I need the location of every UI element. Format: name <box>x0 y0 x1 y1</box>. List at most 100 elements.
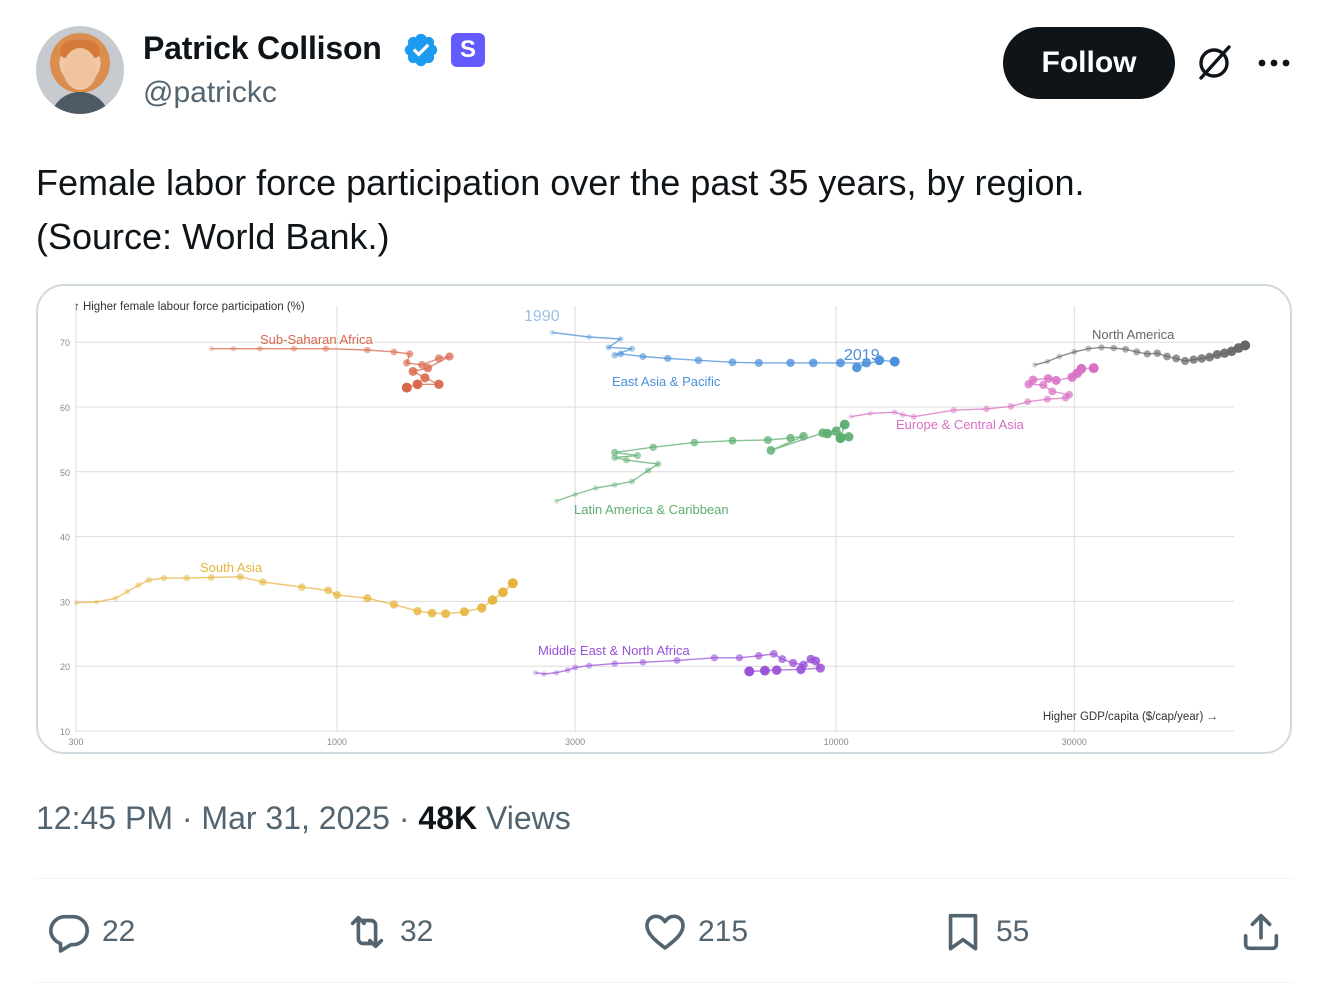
data-point-sub-saharan-africa <box>390 348 398 356</box>
data-point-sub-saharan-africa <box>256 345 263 352</box>
data-point-east-asia-pacific <box>639 352 647 361</box>
divider <box>36 982 1292 983</box>
data-point-south-asia <box>333 590 341 599</box>
chart: 10 20 30 40 50 60 70 300 1000 3000 10000 30000 Sub-… <box>60 301 1251 747</box>
repost-button[interactable]: 32 <box>344 906 433 958</box>
data-point-europe-central-asia <box>848 414 854 420</box>
verified-badge-icon <box>404 33 438 67</box>
tweet-line-1: Female labor force participation over th… <box>36 162 1085 203</box>
data-point-east-asia-pacific <box>605 344 612 351</box>
reply-button[interactable]: 22 <box>46 906 135 958</box>
data-point-north-america <box>1133 348 1141 356</box>
data-point-south-asia <box>298 583 306 591</box>
data-point-latin-america-caribbean <box>644 467 652 474</box>
data-point-latin-america-caribbean <box>623 456 630 464</box>
more-options-icon[interactable] <box>1254 48 1294 78</box>
data-point-south-asia <box>207 573 215 581</box>
bookmark-count: 55 <box>996 915 1030 948</box>
data-point-europe-central-asia <box>1048 387 1057 396</box>
chart-image[interactable]: 10 20 30 40 50 60 70 300 1000 3000 10000 30000 Sub-… <box>36 284 1292 754</box>
y-tick-label: 10 <box>60 727 70 737</box>
data-point-middle-east-north-africa <box>744 666 755 677</box>
data-point-sub-saharan-africa <box>290 345 298 352</box>
data-point-europe-central-asia <box>1007 403 1015 410</box>
data-point-east-asia-pacific <box>664 354 672 363</box>
user-avatar[interactable] <box>36 26 124 114</box>
data-point-east-asia-pacific <box>786 358 795 368</box>
data-point-latin-america-caribbean <box>611 481 618 488</box>
data-point-east-asia-pacific <box>694 356 703 365</box>
repost-count: 32 <box>400 915 434 948</box>
data-point-sub-saharan-africa <box>412 379 423 390</box>
data-point-middle-east-north-africa <box>611 660 618 667</box>
tweet-time[interactable]: 12:45 PM <box>36 800 173 836</box>
tweet-date[interactable]: Mar 31, 2025 <box>201 800 390 836</box>
data-point-latin-america-caribbean <box>690 438 699 447</box>
data-point-middle-east-north-africa <box>541 671 547 677</box>
data-point-east-asia-pacific <box>754 358 763 367</box>
data-point-north-america <box>1219 348 1230 358</box>
annotation-2019: 2019 <box>844 347 880 364</box>
data-point-south-asia <box>145 576 153 584</box>
share-button[interactable] <box>1238 906 1284 958</box>
data-point-south-asia <box>112 595 119 602</box>
data-point-middle-east-north-africa <box>788 658 798 668</box>
data-point-middle-east-north-africa <box>586 662 593 669</box>
x-axis-label: Higher GDP/capita ($/cap/year) → <box>1043 711 1218 723</box>
series-label-latin-america-caribbean: Latin America & Caribbean <box>574 502 729 517</box>
data-point-latin-america-caribbean <box>649 443 657 451</box>
y-axis-label: ↑ Higher female labour force participati… <box>74 301 305 313</box>
data-point-latin-america-caribbean <box>766 446 776 455</box>
data-point-latin-america-caribbean <box>572 491 578 498</box>
data-point-south-asia <box>389 600 399 609</box>
data-point-north-america <box>1071 348 1078 355</box>
affiliation-badge[interactable]: S <box>451 33 485 67</box>
data-point-europe-central-asia <box>1043 395 1052 403</box>
data-point-latin-america-caribbean <box>835 433 846 444</box>
series-label-east-asia-pacific: East Asia & Pacific <box>612 374 721 389</box>
data-point-middle-east-north-africa <box>564 667 571 674</box>
follow-button[interactable]: Follow <box>1003 27 1175 99</box>
y-tick-label: 40 <box>60 533 70 543</box>
data-point-north-america <box>1044 358 1051 365</box>
bookmark-button[interactable]: 55 <box>940 906 1029 958</box>
data-point-sub-saharan-africa <box>434 354 443 363</box>
data-point-south-asia <box>183 574 191 582</box>
author-name[interactable]: Patrick Collison <box>143 30 382 66</box>
data-point-north-america <box>1122 345 1129 353</box>
bookmark-icon <box>948 913 978 951</box>
data-point-south-asia <box>73 600 79 606</box>
data-point-north-america <box>1181 356 1190 366</box>
data-point-europe-central-asia <box>1088 363 1099 374</box>
x-tick-label: 10000 <box>824 737 849 747</box>
data-point-europe-central-asia <box>950 407 957 414</box>
data-point-east-asia-pacific <box>549 329 555 336</box>
repost-icon <box>350 915 384 949</box>
data-point-south-asia <box>94 599 100 605</box>
data-point-middle-east-north-africa <box>760 665 770 676</box>
data-point-europe-central-asia <box>1051 375 1061 385</box>
data-point-middle-east-north-africa <box>673 656 681 664</box>
data-point-north-america <box>1056 353 1063 360</box>
data-point-middle-east-north-africa <box>778 655 787 664</box>
data-point-europe-central-asia <box>867 410 873 417</box>
data-point-east-asia-pacific <box>874 355 885 366</box>
like-button[interactable]: 215 <box>642 906 748 958</box>
x-tick-label: 1000 <box>327 737 347 747</box>
data-point-east-asia-pacific <box>889 356 900 367</box>
grok-icon[interactable] <box>1193 42 1235 84</box>
data-point-latin-america-caribbean <box>831 426 841 436</box>
data-point-sub-saharan-africa <box>230 345 237 352</box>
author-handle[interactable]: @patrickc <box>143 76 277 109</box>
series-label-middle-east-north-africa: Middle East & North Africa <box>538 643 690 658</box>
series-label-south-asia: South Asia <box>200 560 263 575</box>
data-point-south-asia <box>477 603 487 613</box>
data-point-middle-east-north-africa <box>811 656 821 666</box>
data-point-middle-east-north-africa <box>771 665 782 675</box>
data-point-south-asia <box>459 607 469 617</box>
series-label-north-america: North America <box>1092 327 1175 342</box>
data-point-sub-saharan-africa <box>423 363 433 373</box>
data-point-south-asia <box>160 574 168 582</box>
reply-icon <box>48 914 90 953</box>
data-point-sub-saharan-africa <box>434 379 444 390</box>
